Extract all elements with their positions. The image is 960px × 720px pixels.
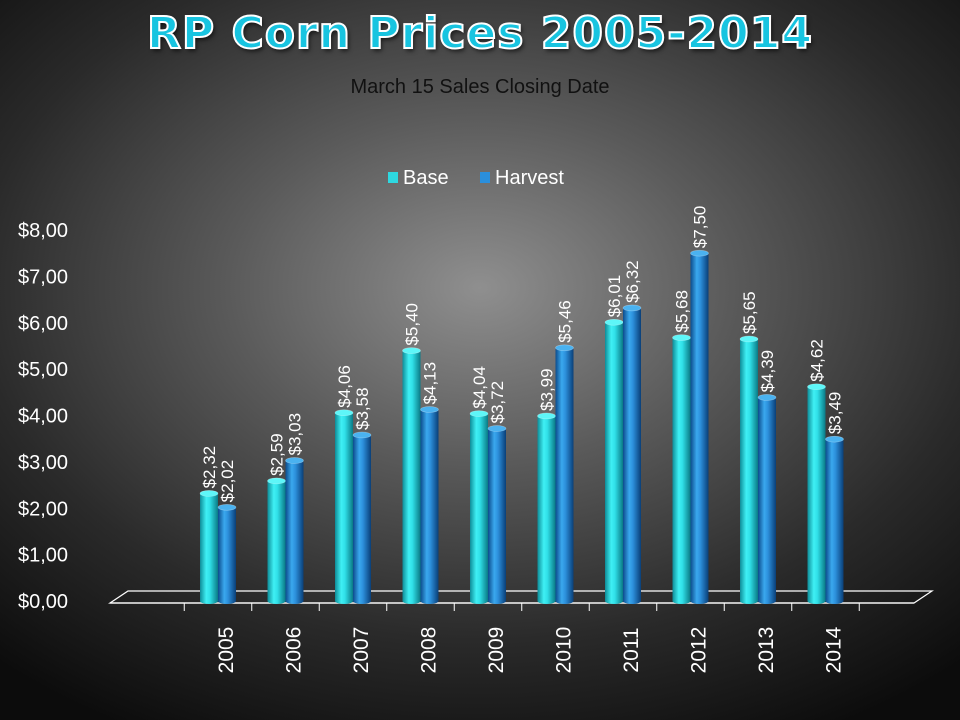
legend-label: Harvest: [495, 167, 564, 189]
legend-item-base: Base: [388, 167, 449, 189]
bar-base-2006: [267, 477, 286, 604]
x-tick-label: 2013: [755, 627, 778, 674]
data-label-base: $4,62: [808, 339, 827, 382]
x-tick-label: 2008: [418, 627, 441, 674]
bar-harvest-2014: [825, 435, 844, 604]
x-tick-label: 2010: [553, 627, 576, 674]
legend-swatch: [388, 172, 398, 183]
x-tick-label: 2009: [485, 627, 508, 674]
data-label-harvest: $5,46: [556, 300, 575, 343]
bar-base-2008: [402, 347, 421, 604]
data-label-harvest: $4,13: [421, 362, 440, 405]
data-label-base: $2,59: [268, 433, 287, 476]
bar-harvest-2009: [487, 425, 507, 604]
data-label-base: $5,40: [403, 303, 422, 346]
bar-base-2005: [199, 490, 219, 604]
data-label-base: $4,06: [335, 365, 354, 408]
bar-base-2007: [334, 409, 354, 604]
legend-label: Base: [403, 167, 449, 189]
chart-subtitle: March 15 Sales Closing Date: [350, 76, 610, 98]
bar-harvest-2005: [217, 504, 237, 604]
data-label-base: $6,01: [605, 275, 624, 318]
bar-harvest-2010: [555, 344, 574, 604]
y-tick-label: $3,00: [18, 452, 68, 474]
legend-swatch: [480, 172, 490, 183]
data-label-harvest: $3,58: [353, 387, 372, 430]
data-label-harvest: $3,03: [286, 413, 305, 456]
data-label-harvest: $3,72: [488, 381, 507, 424]
y-tick-label: $1,00: [18, 545, 68, 567]
data-label-base: $2,32: [200, 446, 219, 489]
bar-base-2014: [807, 383, 826, 604]
data-label-harvest: $4,39: [758, 350, 777, 393]
bar-base-2013: [739, 335, 759, 604]
x-tick-label: 2011: [620, 627, 643, 672]
y-tick-label: $0,00: [18, 591, 68, 613]
bar-harvest-2006: [285, 457, 304, 604]
data-label-harvest: $6,32: [623, 260, 642, 303]
bar-base-2012: [672, 334, 691, 604]
x-tick-label: 2007: [350, 627, 373, 674]
bar-harvest-2008: [420, 406, 439, 604]
data-label-base: $5,65: [740, 291, 759, 334]
bar-harvest-2012: [690, 249, 709, 604]
bar-base-2009: [469, 410, 489, 604]
bar-harvest-2011: [622, 304, 642, 604]
data-label-harvest: $2,02: [218, 460, 237, 503]
x-tick-label: 2014: [823, 626, 846, 673]
x-tick-label: 2012: [688, 627, 711, 674]
legend-item-harvest: Harvest: [480, 167, 564, 189]
x-tick-label: 2005: [215, 627, 238, 674]
bar-base-2010: [537, 412, 556, 604]
data-label-harvest: $3,49: [826, 392, 845, 435]
bar-base-2011: [604, 318, 624, 604]
data-label-harvest: $7,50: [691, 206, 710, 249]
y-tick-label: $7,00: [18, 266, 68, 288]
y-tick-label: $2,00: [18, 498, 68, 520]
chart-title: RP Corn Prices 2005-2014: [146, 7, 813, 60]
y-tick-label: $8,00: [18, 220, 68, 242]
data-label-base: $4,04: [470, 366, 489, 409]
bar-harvest-2013: [757, 394, 777, 604]
y-tick-label: $4,00: [18, 406, 68, 428]
data-label-base: $3,99: [538, 368, 557, 411]
bar-harvest-2007: [352, 431, 372, 604]
y-tick-label: $6,00: [18, 313, 68, 335]
y-tick-label: $5,00: [18, 359, 68, 381]
x-tick-label: 2006: [283, 627, 306, 674]
data-label-base: $5,68: [673, 290, 692, 333]
